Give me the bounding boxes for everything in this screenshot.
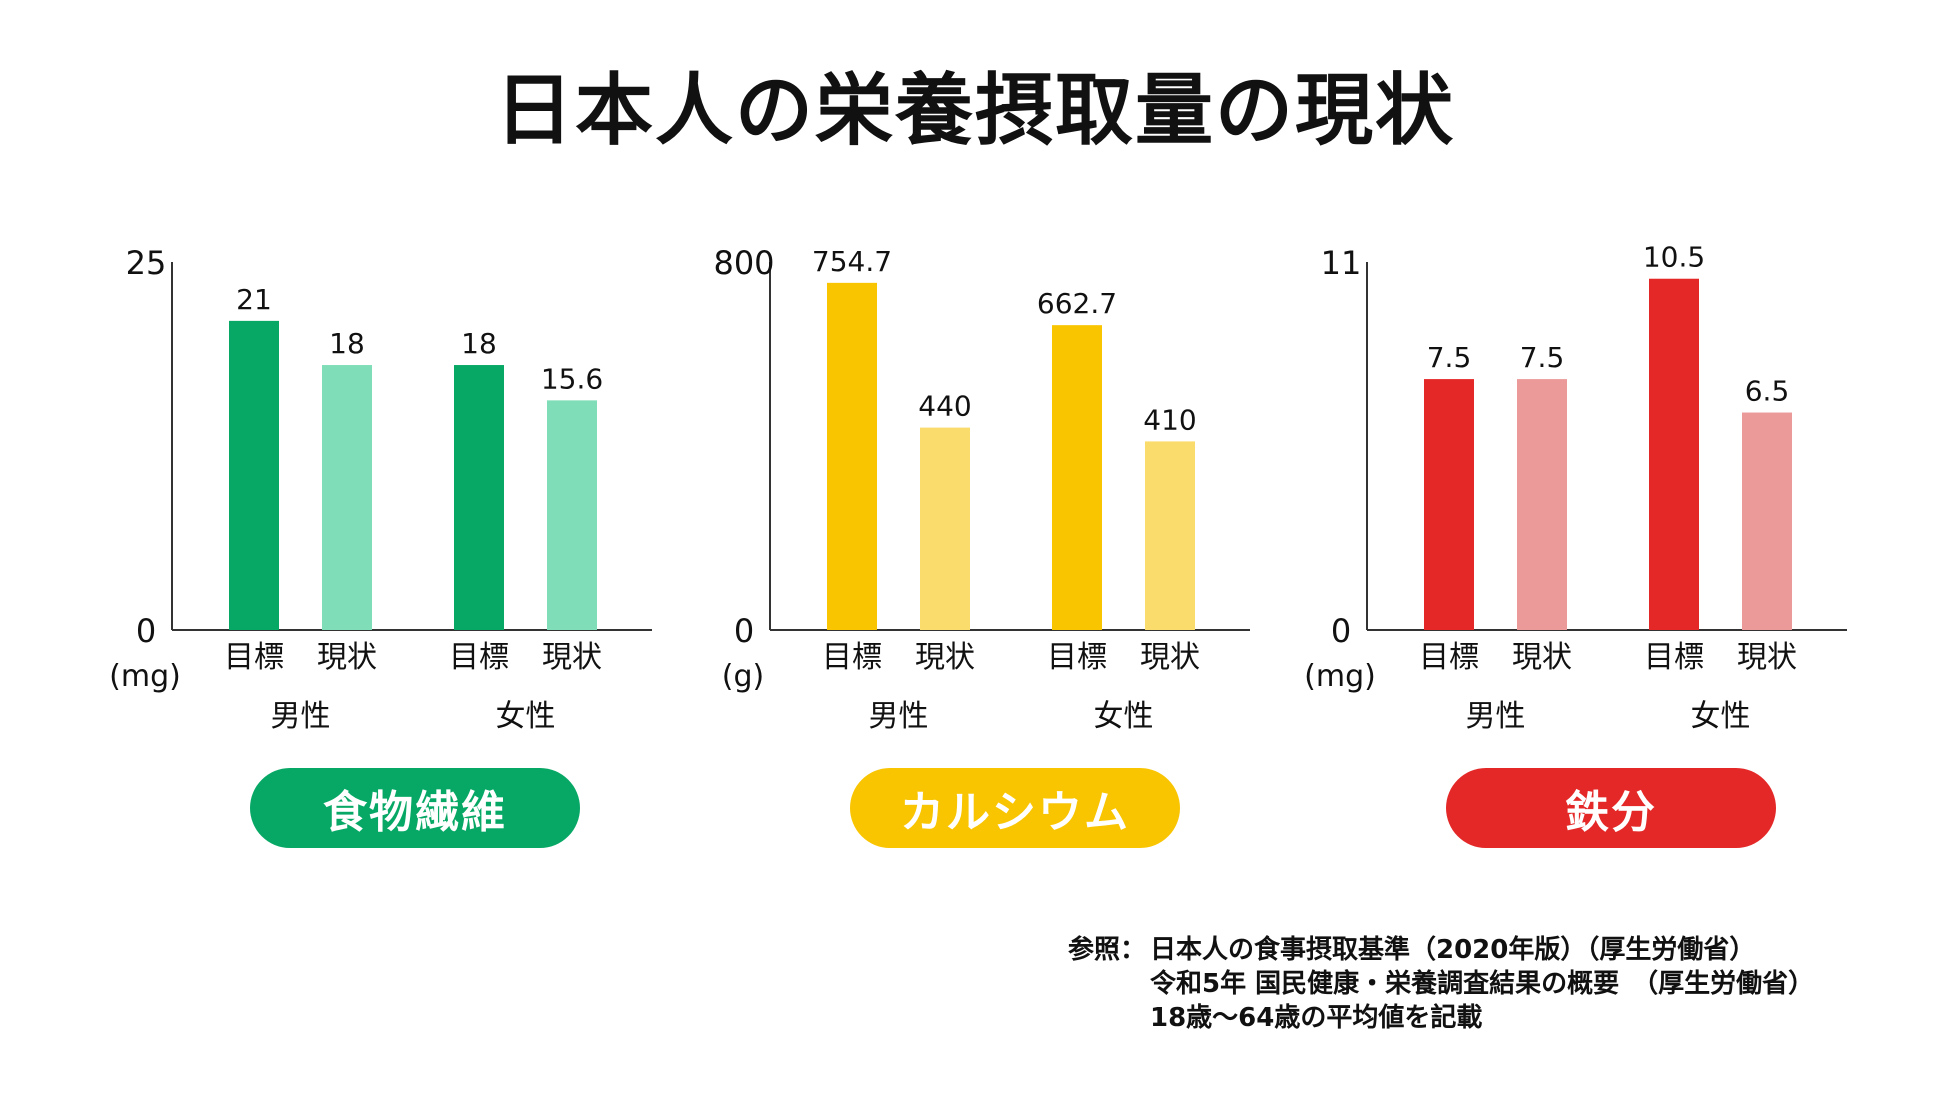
iron-category-label-1: 現状	[1512, 640, 1572, 675]
iron-value-label-1: 7.5	[1520, 341, 1565, 374]
calcium-label-pill: カルシウム	[850, 768, 1180, 848]
iron-category-label-0: 目標	[1419, 640, 1479, 675]
iron-value-label-3: 6.5	[1745, 375, 1790, 408]
fiber-value-label-3: 15.6	[541, 362, 603, 395]
reference-line-3: 18歳〜64歳の平均値を記載	[1150, 1002, 1483, 1033]
calcium-value-label-0: 754.7	[812, 245, 892, 278]
reference-line-1: 日本人の食事摂取基準（2020年版）（厚生労働省）	[1150, 935, 1756, 965]
calcium-group-label-0: 男性	[869, 699, 929, 734]
fiber-value-label-2: 18	[461, 327, 497, 360]
fiber-value-label-0: 21	[236, 283, 272, 316]
fiber-category-label-1: 現状	[317, 640, 377, 675]
calcium-group-label-1: 女性	[1094, 699, 1154, 734]
calcium-category-label-3: 現状	[1140, 640, 1200, 675]
fiber-unit-label: (mg)	[109, 659, 181, 694]
iron-y-tick-0: 0	[1331, 612, 1351, 650]
iron-value-label-2: 10.5	[1643, 241, 1705, 274]
fiber-bar-0	[229, 320, 279, 630]
fiber-bar-1	[322, 365, 372, 630]
fiber-group-label-1: 女性	[496, 699, 556, 734]
calcium-bar-2	[1052, 325, 1102, 630]
iron-unit-label: (mg)	[1304, 659, 1376, 694]
iron-value-label-0: 7.5	[1427, 341, 1472, 374]
iron-bar-0	[1424, 379, 1474, 630]
iron-category-label-2: 目標	[1644, 640, 1704, 675]
calcium-bar-1	[920, 427, 970, 630]
reference-line-2: 令和5年 国民健康・栄養調査結果の概要 （厚生労働省）	[1150, 968, 1815, 999]
calcium-bar-3	[1145, 441, 1195, 630]
calcium-category-label-2: 目標	[1047, 640, 1107, 675]
iron-group-label-1: 女性	[1691, 699, 1751, 734]
fiber-category-label-0: 目標	[224, 640, 284, 675]
fiber-value-label-1: 18	[329, 327, 365, 360]
calcium-unit-label: (g)	[722, 659, 764, 694]
fiber-y-tick-0: 0	[136, 612, 156, 650]
iron-bar-2	[1649, 278, 1699, 630]
calcium-value-label-2: 662.7	[1037, 287, 1117, 320]
fiber-y-tick-1: 25	[126, 244, 167, 282]
reference-label: 参照：	[1068, 935, 1147, 965]
reference-note: 参照： 日本人の食事摂取基準（2020年版）（厚生労働省） 令和5年 国民健康・…	[1068, 934, 1814, 1035]
iron-category-label-3: 現状	[1737, 640, 1797, 675]
fiber-label-pill: 食物繊維	[250, 768, 580, 848]
iron-label-pill: 鉄分	[1446, 768, 1776, 848]
calcium-category-label-0: 目標	[822, 640, 882, 675]
iron-bar-3	[1742, 412, 1792, 630]
calcium-bar-0	[827, 282, 877, 630]
fiber-bar-3	[547, 400, 597, 630]
iron-bar-1	[1517, 379, 1567, 630]
iron-group-label-0: 男性	[1466, 699, 1526, 734]
page-title: 日本人の栄養摂取量の現状	[494, 66, 1455, 156]
calcium-category-label-1: 現状	[915, 640, 975, 675]
fiber-group-label-0: 男性	[271, 699, 331, 734]
fiber-category-label-3: 現状	[542, 640, 602, 675]
fiber-bar-2	[454, 365, 504, 630]
calcium-y-tick-0: 0	[734, 612, 754, 650]
calcium-y-tick-1: 800	[713, 244, 774, 282]
fiber-category-label-2: 目標	[449, 640, 509, 675]
iron-y-tick-1: 11	[1321, 244, 1362, 282]
calcium-value-label-1: 440	[918, 390, 971, 423]
calcium-value-label-3: 410	[1143, 403, 1196, 436]
